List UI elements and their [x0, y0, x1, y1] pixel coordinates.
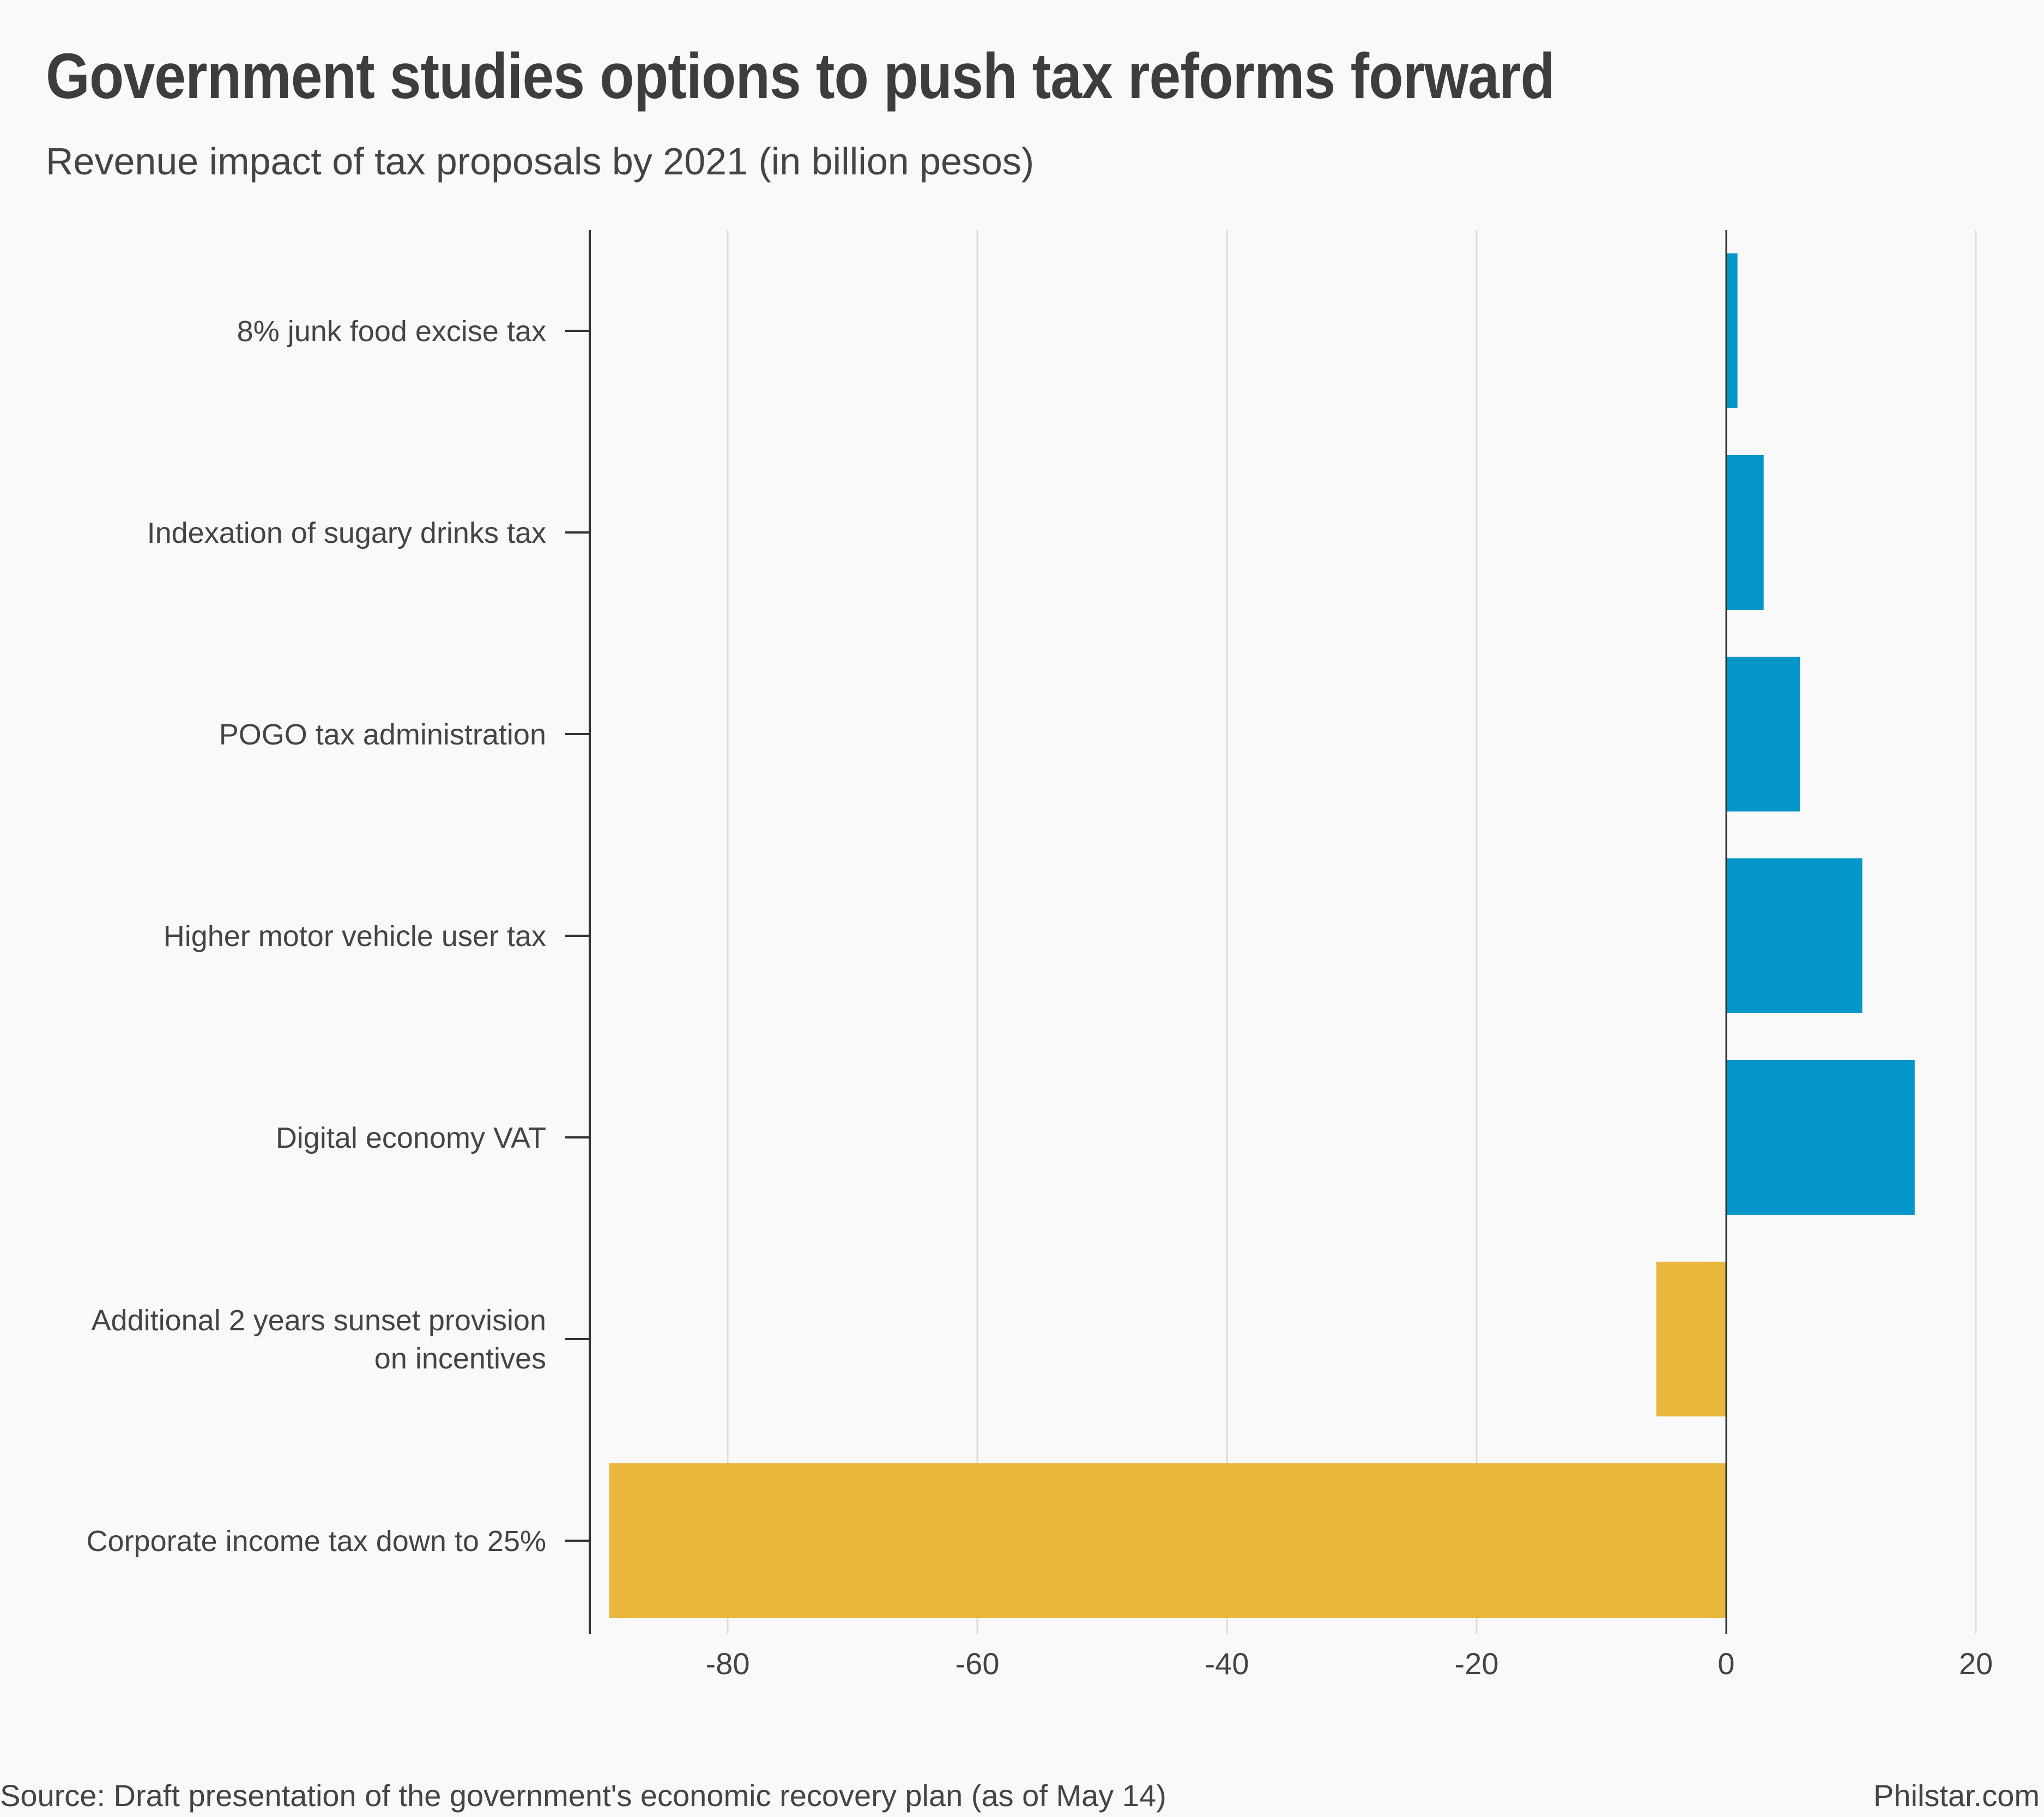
bar	[1726, 657, 1800, 811]
axes	[565, 230, 1727, 1634]
x-tick-label: -60	[956, 1646, 1000, 1681]
x-tick-label: 20	[1959, 1646, 1993, 1681]
source-note: Source: Draft presentation of the govern…	[0, 1778, 1166, 1813]
category-label: Indexation of sugary drinks tax	[147, 517, 546, 549]
x-tick-label: -80	[706, 1646, 750, 1681]
category-label: Digital economy VAT	[276, 1122, 546, 1154]
chart-subtitle: Revenue impact of tax proposals by 2021 …	[46, 140, 1035, 183]
labels: -80 -60 -40 -20 0 20 8% junk food excise tax In…	[87, 315, 1993, 1681]
gridlines	[727, 230, 1977, 1634]
x-tick-label: 0	[1718, 1646, 1734, 1681]
x-tick-label: -40	[1205, 1646, 1249, 1681]
credit-label: Philstar.com	[1873, 1778, 2040, 1813]
bar	[1726, 1060, 1915, 1215]
category-label: on incentives	[374, 1342, 546, 1375]
bar	[1726, 253, 1738, 408]
chart-title: Government studies options to push tax r…	[46, 40, 1555, 112]
category-label: Additional 2 years sunset provision	[92, 1304, 546, 1337]
bars	[609, 253, 1915, 1618]
category-label: POGO tax administration	[219, 718, 546, 751]
bar	[1656, 1262, 1726, 1416]
category-label: Corporate income tax down to 25%	[87, 1525, 546, 1558]
category-label: 8% junk food excise tax	[237, 315, 546, 348]
bar	[1726, 858, 1862, 1013]
bar	[609, 1463, 1726, 1618]
x-tick-label: -20	[1455, 1646, 1499, 1681]
bar	[1726, 455, 1764, 610]
category-label: Higher motor vehicle user tax	[164, 920, 546, 953]
